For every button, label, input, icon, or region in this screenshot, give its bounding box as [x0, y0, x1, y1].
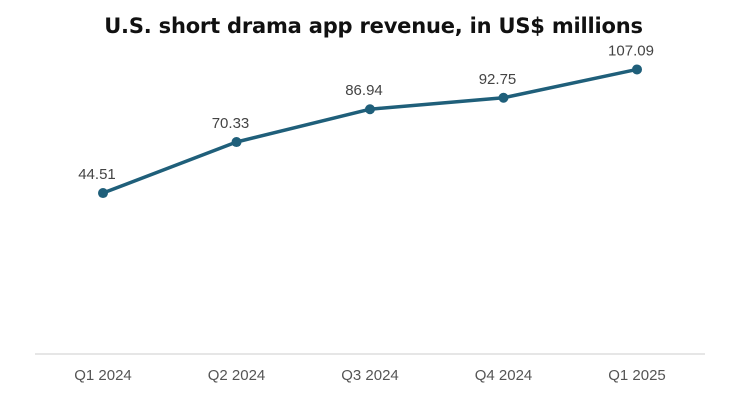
x-tick-label: Q3 2024	[341, 367, 399, 384]
data-point	[498, 92, 509, 103]
series-layer: 44.51 70.33 86.94 92.75 107.09	[78, 42, 654, 199]
x-tick-labels: Q1 2024 Q2 2024 Q3 2024 Q4 2024 Q1 2025	[74, 367, 666, 384]
data-label: 70.33	[212, 115, 250, 132]
chart-title: U.S. short drama app revenue, in US$ mil…	[104, 14, 643, 38]
data-point	[365, 104, 375, 115]
data-label: 92.75	[479, 71, 517, 88]
data-point	[98, 188, 108, 199]
x-tick-label: Q2 2024	[208, 367, 266, 384]
data-point	[632, 64, 642, 75]
data-label: 86.94	[345, 82, 383, 99]
x-tick-label: Q1 2024	[74, 367, 132, 384]
x-tick-label: Q4 2024	[475, 367, 533, 384]
data-label: 107.09	[608, 42, 654, 59]
x-tick-label: Q1 2025	[608, 367, 666, 384]
data-label: 44.51	[78, 166, 116, 183]
data-point	[231, 137, 242, 148]
